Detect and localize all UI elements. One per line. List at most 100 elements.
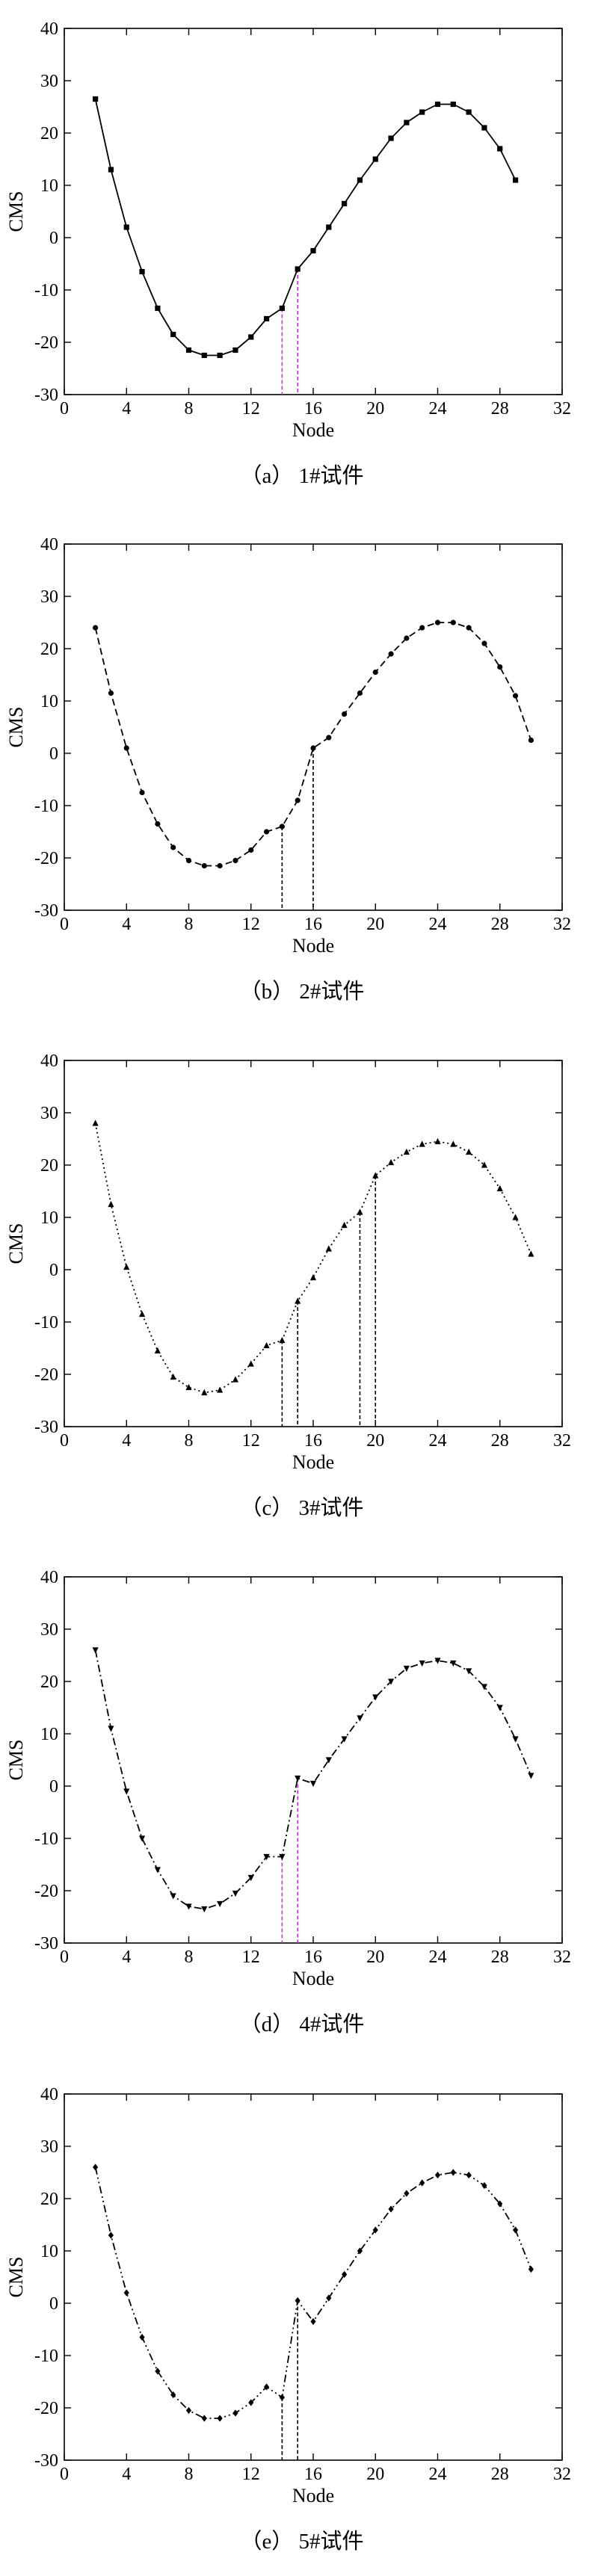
data-point	[154, 1867, 161, 1874]
y-tick-label: -20	[34, 333, 58, 353]
data-point	[342, 200, 348, 207]
y-tick-label: 10	[40, 2242, 58, 2261]
data-point	[497, 146, 503, 152]
data-point	[357, 690, 363, 696]
data-point	[466, 1668, 472, 1675]
y-tick-label: 40	[40, 1051, 58, 1071]
y-tick-label: 20	[40, 1156, 58, 1176]
data-point	[309, 1780, 317, 1788]
data-point	[232, 1890, 239, 1897]
data-point	[201, 862, 207, 869]
y-tick-label: 30	[40, 587, 58, 607]
panel-caption: （b） 2#试件	[240, 979, 365, 1004]
y-tick-label: 0	[49, 1261, 58, 1280]
data-point	[123, 224, 129, 230]
data-point	[217, 352, 223, 359]
data-point	[185, 857, 192, 864]
data-point	[357, 1208, 363, 1215]
data-point	[466, 625, 472, 631]
x-tick-label: 20	[366, 2465, 384, 2484]
x-tick-label: 32	[553, 2465, 571, 2484]
data-point	[528, 737, 534, 744]
x-tick-label: 8	[185, 399, 194, 418]
data-point	[263, 1341, 270, 1349]
data-point	[450, 2169, 456, 2176]
data-point	[481, 640, 487, 646]
data-point	[170, 331, 176, 338]
data-point	[201, 1389, 208, 1396]
data-point	[263, 1853, 270, 1861]
x-tick-label: 28	[491, 1948, 509, 1967]
data-point	[372, 1694, 379, 1701]
x-tick-label: 20	[366, 915, 384, 934]
y-tick-label: -30	[34, 901, 58, 921]
x-axis-title: Node	[292, 935, 334, 957]
y-tick-label: 40	[40, 19, 58, 39]
data-point	[512, 177, 519, 183]
data-point	[108, 167, 114, 173]
data-point	[170, 844, 176, 850]
y-tick-label: 40	[40, 2085, 58, 2104]
x-tick-label: 16	[304, 1948, 322, 1967]
x-tick-label: 4	[122, 915, 131, 934]
x-tick-label: 12	[242, 1948, 260, 1967]
data-point	[404, 2190, 410, 2197]
plot-frame	[64, 1060, 563, 1427]
data-point	[372, 2226, 378, 2234]
data-point	[155, 821, 161, 827]
y-tick-label: 10	[40, 692, 58, 711]
data-point	[434, 2171, 441, 2179]
y-tick-label: -20	[34, 849, 58, 868]
series-line	[94, 622, 532, 867]
data-point	[341, 1221, 348, 1229]
data-point	[279, 1336, 286, 1344]
series-line	[94, 2166, 532, 2419]
data-point	[419, 109, 425, 115]
data-point	[279, 305, 285, 312]
data-point	[404, 120, 410, 126]
data-point	[93, 625, 99, 631]
y-tick-label: 30	[40, 1104, 58, 1123]
panel-caption: （d） 4#试件	[240, 2012, 365, 2036]
data-point	[310, 745, 316, 751]
x-tick-label: 16	[304, 2465, 322, 2484]
x-tick-label: 32	[553, 915, 571, 934]
series-line	[94, 99, 517, 356]
y-axis-title: CMS	[5, 1223, 27, 1264]
data-point	[279, 2394, 285, 2401]
data-point	[247, 1874, 254, 1882]
x-tick-label: 20	[366, 1431, 384, 1451]
y-tick-label: 10	[40, 1208, 58, 1228]
data-point	[185, 347, 192, 353]
x-axis-title: Node	[292, 419, 334, 441]
data-point	[326, 224, 332, 230]
data-point	[434, 101, 441, 108]
data-point	[388, 651, 394, 657]
data-point	[357, 1715, 363, 1722]
data-point	[108, 1726, 114, 1732]
data-point	[93, 2163, 99, 2171]
chart-panel: 0 4 8 12 16 20 24 28 32 -30 -20 -10 0 10 20 30 40 Node CMS…	[5, 2085, 571, 2554]
data-point	[528, 1773, 534, 1779]
x-tick-label: 16	[304, 399, 322, 418]
y-axis-title: CMS	[5, 191, 27, 232]
chart-panel: 0 4 8 12 16 20 24 28 32 -30 -20 -10 0 10 20 30 40 Node CMS…	[5, 1568, 571, 2036]
data-point	[357, 2247, 363, 2255]
x-tick-label: 32	[553, 1948, 571, 1967]
chart-panel: 0 4 8 12 16 20 24 28 32 -30 -20 -10 0 10 20 30 40 Node CMS…	[5, 1051, 571, 1520]
y-tick-label: -30	[34, 1934, 58, 1953]
x-tick-label: 24	[429, 399, 447, 418]
y-tick-label: -10	[34, 1313, 58, 1332]
x-tick-label: 28	[491, 2465, 509, 2484]
data-point	[434, 620, 441, 626]
data-point	[263, 315, 270, 322]
data-point	[185, 1903, 192, 1910]
y-tick-label: -30	[34, 1418, 58, 1437]
x-tick-label: 16	[304, 1431, 322, 1451]
data-point	[263, 829, 270, 835]
data-point	[295, 1775, 301, 1782]
data-point	[123, 1788, 130, 1795]
data-point	[481, 1684, 488, 1690]
x-axis-title: Node	[292, 1968, 334, 1989]
data-point	[217, 2415, 223, 2422]
